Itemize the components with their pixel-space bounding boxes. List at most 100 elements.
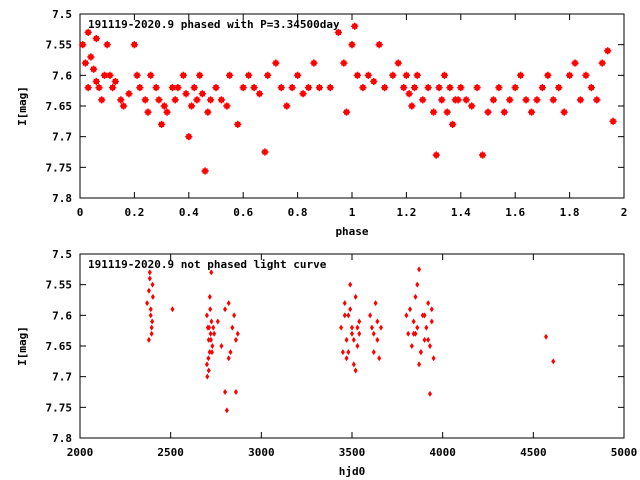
light-curve-x-tick-label: 3500 xyxy=(339,446,366,459)
phased-data-point xyxy=(87,53,95,61)
light-curve-data-point xyxy=(149,324,154,331)
phased-data-point xyxy=(119,102,128,110)
phased-data-point xyxy=(294,71,302,79)
phased-data-point xyxy=(598,59,606,67)
phased-data-point xyxy=(408,102,416,110)
light-curve-data-point xyxy=(351,361,356,368)
light-curve-data-point xyxy=(427,343,432,349)
phased-data-point xyxy=(511,84,519,92)
light-curve-data-point xyxy=(206,367,211,374)
phased-data-point xyxy=(560,108,568,116)
phased-data-point xyxy=(103,41,111,49)
phased-data-point xyxy=(443,108,451,116)
light-curve-x-axis: 2000 2500 3000 3500 4000 4500 5000 xyxy=(67,254,637,459)
phased-data-point xyxy=(277,84,285,92)
phased-data-point xyxy=(587,84,595,92)
light-curve-data-point xyxy=(422,336,427,343)
light-curve-data-point xyxy=(223,389,228,395)
phased-data-point xyxy=(250,84,258,92)
light-curve-y-tick-label: 7.55 xyxy=(46,279,73,292)
phased-data-point xyxy=(342,108,351,116)
phased-data-point xyxy=(517,71,525,79)
light-curve-data-point xyxy=(210,349,215,356)
phased-data-point xyxy=(212,84,220,92)
light-curve-data-point xyxy=(379,324,384,331)
light-curve-y-tick-label: 7.6 xyxy=(52,309,72,322)
phased-y-tick-label: 7.75 xyxy=(46,161,73,174)
phased-data-point xyxy=(604,47,612,55)
phased-data-point xyxy=(326,84,334,92)
light-curve-data-point xyxy=(348,281,353,288)
phased-data-point xyxy=(381,84,389,92)
light-curve-data-point xyxy=(413,293,418,300)
phased-x-axis-label: phase xyxy=(335,225,368,238)
light-curve-data-point xyxy=(215,318,220,325)
light-curve-data-point xyxy=(368,312,373,319)
phased-data-point xyxy=(201,167,209,175)
phased-x-tick-label: 0.4 xyxy=(179,206,199,219)
phased-data-point xyxy=(495,84,503,92)
phased-data-point xyxy=(410,84,419,92)
light-curve-data-point xyxy=(204,312,209,319)
light-curve-data-point xyxy=(339,324,344,331)
phased-x-tick-label: 0.6 xyxy=(233,206,253,219)
phased-data-point xyxy=(90,65,98,73)
light-curve-x-tick-label: 3000 xyxy=(248,446,275,459)
light-curve-data-point xyxy=(417,266,422,273)
light-curve-data-point xyxy=(170,306,175,313)
light-curve-x-tick-label: 4500 xyxy=(520,446,547,459)
phased-data-point xyxy=(571,59,579,67)
phased-data-point xyxy=(394,59,402,67)
phased-data-point xyxy=(226,71,234,79)
phased-data-point xyxy=(234,120,242,128)
phased-data-point xyxy=(245,71,253,79)
phased-data-point xyxy=(549,96,557,104)
light-curve-data-point xyxy=(346,312,351,319)
phased-data-point xyxy=(117,96,125,104)
light-curve-data-point xyxy=(431,355,436,362)
phased-data-point xyxy=(555,84,563,92)
phased-data-point xyxy=(84,28,92,36)
phased-data-point xyxy=(136,84,144,92)
light-curve-data-point xyxy=(209,269,214,276)
light-curve-data-point xyxy=(348,306,353,313)
phased-data-point xyxy=(98,96,106,104)
phased-data-point xyxy=(160,102,168,110)
phased-data-point xyxy=(155,96,163,104)
phased-data-point xyxy=(348,41,356,49)
light-curve-data-point xyxy=(150,318,155,325)
light-curve-data-point xyxy=(353,293,358,300)
phased-data-point xyxy=(182,90,190,98)
light-curve-data-point xyxy=(207,324,212,331)
phased-data-point xyxy=(576,96,585,104)
phased-chart-title: 191119-2020.9 phased with P=3.34500day xyxy=(88,18,340,31)
phased-data-point xyxy=(334,28,342,36)
light-curve-data-point xyxy=(373,300,378,307)
phased-data-point xyxy=(538,84,546,92)
light-curve-data-point xyxy=(212,330,217,337)
phased-y-tick-label: 7.55 xyxy=(46,39,73,52)
phased-x-tick-label: 0 xyxy=(77,206,84,219)
light-curve-data-point xyxy=(233,336,238,343)
phased-data-point xyxy=(566,71,574,79)
light-curve-data-point xyxy=(355,324,360,331)
phased-data-point xyxy=(283,102,291,110)
phased-data-point xyxy=(272,59,280,67)
phased-data-point xyxy=(92,34,100,43)
phased-data-point xyxy=(147,71,155,79)
phased-x-tick-label: 0.2 xyxy=(124,206,144,219)
phased-data-point xyxy=(144,108,152,116)
light-curve-data-point xyxy=(427,390,432,397)
light-curve-x-tick-label: 2000 xyxy=(67,446,94,459)
phased-y-tick-label: 7.6 xyxy=(52,69,72,82)
light-curve-data-point xyxy=(224,407,229,414)
phased-data-point xyxy=(353,71,362,79)
phased-data-point xyxy=(223,102,231,110)
phased-data-point xyxy=(92,77,100,86)
phased-data-point xyxy=(187,102,196,110)
light-curve-data-point xyxy=(409,343,414,349)
light-curve-data-point xyxy=(226,355,231,362)
light-curve-x-tick-label: 4000 xyxy=(429,446,456,459)
